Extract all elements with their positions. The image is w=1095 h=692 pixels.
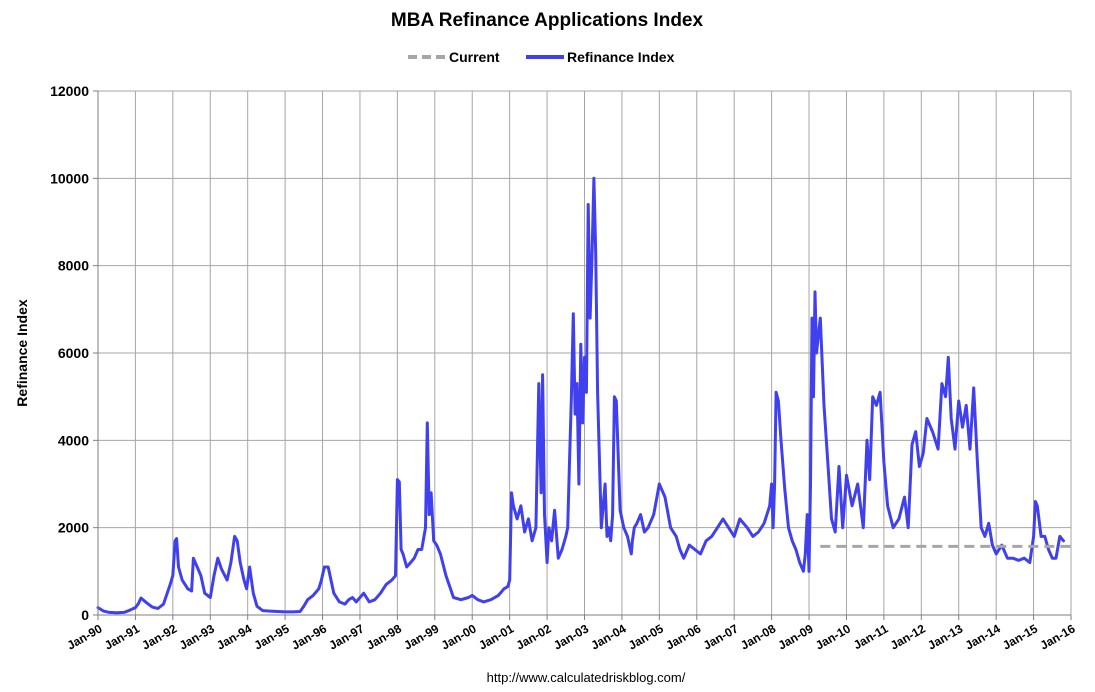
y-tick-label: 12000 [50, 83, 89, 99]
x-tick-label: Jan-13 [925, 621, 965, 652]
x-tick-label: Jan-90 [65, 621, 105, 652]
x-tick-label: Jan-98 [364, 621, 404, 652]
legend-current-label: Current [449, 49, 500, 65]
x-tick-label: Jan-01 [476, 621, 516, 652]
y-tick-label: 10000 [50, 170, 89, 186]
x-tick-label: Jan-07 [701, 621, 741, 652]
x-tick-label: Jan-09 [776, 621, 816, 652]
x-tick-label: Jan-05 [626, 621, 666, 652]
x-tick-label: Jan-11 [851, 621, 891, 652]
x-tick-label: Jan-91 [102, 621, 142, 652]
y-axis-label: Refinance Index [14, 299, 30, 407]
y-tick-label: 4000 [58, 432, 89, 448]
series-refinance-index-line [96, 176, 1065, 615]
x-tick-label: Jan-06 [663, 621, 703, 652]
y-tick-label: 0 [81, 607, 89, 623]
x-tick-label: Jan-03 [551, 621, 591, 652]
legend: Current Refinance Index [408, 49, 675, 65]
x-tick-label: Jan-94 [214, 621, 254, 652]
x-tick-label: Jan-16 [1038, 621, 1078, 652]
x-tick-label: Jan-97 [327, 621, 367, 652]
legend-refi-label: Refinance Index [567, 49, 675, 65]
x-tick-label: Jan-96 [289, 621, 329, 652]
x-tick-label: Jan-12 [888, 621, 928, 652]
source-url: http://www.calculatedriskblog.com/ [487, 670, 686, 685]
x-tick-label: Jan-93 [177, 621, 217, 652]
series [96, 176, 1071, 615]
y-tick-label: 8000 [58, 258, 89, 274]
y-tick-label: 6000 [58, 345, 89, 361]
x-axis-ticks: Jan-90Jan-91Jan-92Jan-93Jan-94Jan-95Jan-… [65, 615, 1078, 653]
gridlines [98, 90, 1072, 615]
x-tick-label: Jan-00 [439, 621, 479, 652]
x-tick-label: Jan-99 [401, 621, 441, 652]
chart-title: MBA Refinance Applications Index [391, 10, 704, 31]
x-tick-label: Jan-02 [514, 621, 554, 652]
x-tick-label: Jan-08 [738, 621, 778, 652]
x-tick-label: Jan-95 [252, 621, 292, 652]
x-tick-label: Jan-10 [813, 621, 853, 652]
y-axis-ticks: 0 2000 4000 6000 8000 10000 12000 [50, 83, 98, 623]
x-tick-label: Jan-04 [588, 621, 628, 652]
x-tick-label: Jan-14 [963, 621, 1003, 652]
x-tick-label: Jan-92 [139, 621, 179, 652]
y-tick-label: 2000 [58, 520, 89, 536]
x-tick-label: Jan-15 [1000, 621, 1040, 652]
